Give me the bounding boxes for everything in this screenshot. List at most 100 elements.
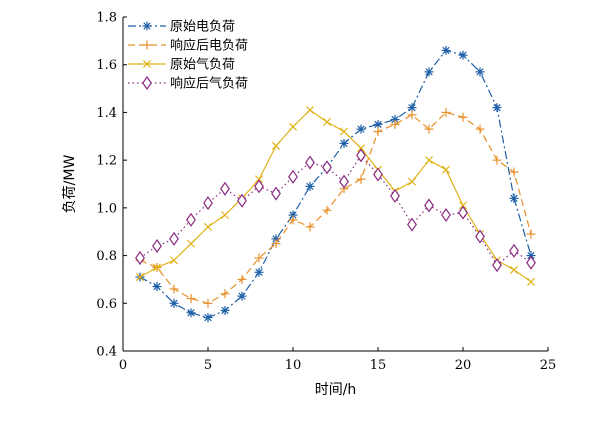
asterisk-stroke [143, 22, 151, 30]
asterisk-marker [509, 193, 519, 203]
asterisk-stroke [289, 211, 297, 219]
series-1 [135, 45, 536, 323]
plus-marker [424, 124, 434, 134]
asterisk-marker [475, 67, 485, 77]
x-axis-title: 时间/h [315, 382, 357, 398]
asterisk-marker [305, 181, 315, 191]
x-stroke [169, 256, 179, 265]
x-stroke [203, 222, 213, 231]
diamond-marker [152, 238, 162, 254]
asterisk-stroke [306, 182, 314, 191]
x-stroke [305, 106, 315, 115]
asterisk-marker [526, 251, 536, 261]
asterisk-marker [203, 313, 213, 323]
asterisk-marker [339, 138, 349, 148]
axes [122, 17, 548, 352]
x-stroke [288, 122, 298, 131]
asterisk-stroke [493, 103, 501, 112]
plus-marker [186, 294, 196, 304]
asterisk-stroke [408, 103, 416, 112]
diamond-marker [322, 160, 332, 175]
diamond-marker [407, 217, 417, 232]
x-marker [288, 122, 298, 131]
asterisk-stroke [238, 292, 246, 300]
x-marker [356, 144, 366, 153]
x-marker [424, 156, 434, 165]
plus-marker [142, 40, 152, 50]
plus-marker [203, 298, 213, 308]
y-tick-label: 0.4 [96, 345, 117, 360]
diamond-marker [390, 188, 400, 203]
x-stroke [142, 59, 152, 69]
diamond-marker [424, 198, 434, 213]
legend-label: 原始气负荷 [170, 57, 235, 73]
x-stroke [356, 144, 366, 153]
y-tick-label: 1.2 [96, 154, 117, 169]
diamond-marker [475, 229, 485, 244]
x-marker [186, 239, 196, 248]
plus-marker [305, 222, 315, 232]
asterisk-stroke [187, 309, 195, 317]
asterisk-marker [237, 291, 247, 301]
diamond-marker [271, 186, 281, 201]
series-line [139, 49, 532, 319]
plus-marker [441, 107, 451, 117]
x-stroke [186, 239, 196, 248]
y-tick-label: 1.4 [96, 106, 117, 121]
asterisk-marker [186, 308, 196, 318]
x-stroke [254, 175, 264, 184]
series-group [135, 45, 536, 323]
asterisk-marker [373, 119, 383, 129]
plus-marker [169, 284, 179, 294]
diamond-marker [288, 169, 298, 184]
series-line [139, 111, 532, 304]
diamond-marker [169, 231, 179, 246]
diamond-marker [186, 212, 196, 227]
x-tick-label: 20 [455, 358, 472, 373]
x-marker [407, 177, 417, 186]
x-marker [526, 277, 536, 286]
diamond-marker [135, 250, 145, 266]
diamond-marker [373, 167, 383, 182]
x-tick-label: 5 [204, 358, 212, 373]
legend-item: 响应后电负荷 [128, 38, 248, 54]
y-tick-label: 1.6 [96, 58, 117, 73]
asterisk-stroke [340, 139, 348, 148]
asterisk-marker [142, 21, 152, 31]
x-stroke [152, 263, 162, 272]
x-tick-label: 25 [540, 358, 557, 373]
x-marker [339, 127, 349, 136]
asterisk-stroke [442, 46, 450, 55]
x-stroke [220, 210, 230, 220]
diamond-marker [254, 179, 264, 194]
plus-marker [322, 205, 332, 215]
x-marker [322, 117, 332, 126]
y-tick-label: 1.8 [96, 11, 117, 26]
asterisk-stroke [221, 306, 229, 315]
diamond-marker [237, 193, 247, 208]
x-stroke [407, 177, 417, 186]
plus-marker [475, 124, 485, 134]
x-marker [509, 265, 519, 274]
diamond-marker [142, 75, 152, 91]
asterisk-stroke [272, 235, 280, 243]
asterisk-stroke [153, 282, 161, 291]
x-stroke [135, 273, 145, 282]
x-tick-label: 0 [119, 358, 127, 373]
legend-item: 响应后气负荷 [128, 76, 248, 92]
asterisk-marker [254, 267, 264, 277]
diamond-marker [509, 243, 519, 258]
asterisk-stroke [170, 299, 178, 307]
x-tick-label: 15 [370, 358, 387, 373]
x-marker [169, 256, 179, 265]
series-line [139, 154, 532, 267]
legend-label: 响应后电负荷 [170, 38, 248, 54]
asterisk-marker [492, 103, 502, 113]
asterisk-marker [152, 282, 162, 292]
y-tick-label: 0.8 [96, 249, 117, 264]
x-stroke [526, 277, 536, 286]
asterisk-stroke [204, 313, 212, 322]
diamond-marker [356, 148, 366, 163]
plus-marker [373, 127, 383, 137]
